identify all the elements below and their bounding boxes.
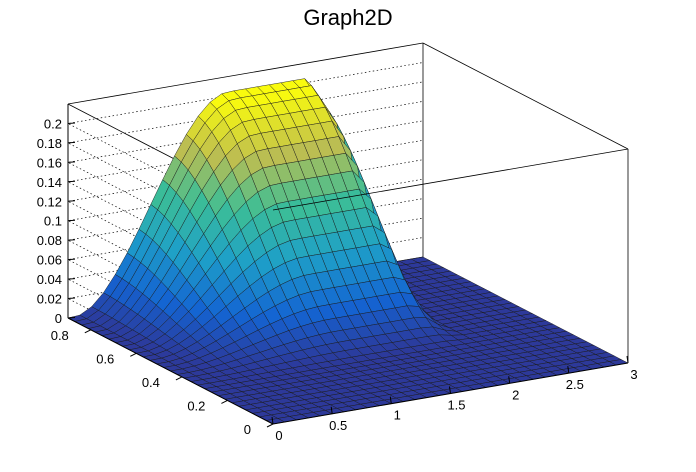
box-edge [272,148,629,211]
box-edge [422,42,629,150]
x-tick-label: 1.5 [447,398,465,413]
z-tick [67,297,76,299]
y-tick [84,329,92,334]
y-tick [175,376,183,381]
surface-plot [67,78,629,425]
z-tick-label: 0.18 [37,136,62,151]
x-tick [389,396,392,404]
z-tick [67,122,76,124]
x-axis: 0 0.5 1 1.5 2 2.5 3 [271,355,638,443]
y-axis-line [67,317,274,425]
y-tick-label: 0.6 [96,351,114,366]
x-tick-label: 0.5 [329,418,347,433]
y-tick-label: 0.2 [187,398,205,413]
y-tick [266,423,274,428]
x-tick [567,366,570,374]
x-tick-label: 0 [275,428,282,443]
z-tick [67,180,76,183]
box-edge [67,42,424,105]
z-tick [67,317,76,319]
y-tick-label: 0 [244,422,251,437]
z-tick-label: 0.16 [37,155,62,170]
x-tick-label: 2.5 [566,377,584,392]
z-tick [67,200,76,202]
z-tick [67,278,76,280]
z-tick [67,239,76,241]
x-tick-label: 2 [512,387,519,402]
x-tick [626,355,629,364]
z-tick-label: 0.1 [44,214,62,229]
z-tick [67,141,76,144]
z-tick-label: 0.06 [37,253,62,268]
z-tick-label: 0 [55,311,62,326]
y-axis: 0 0.2 0.4 0.6 0.8 [51,317,274,437]
z-tick [67,161,76,163]
z-tick-label: 0.2 [44,117,62,132]
x-tick [271,416,274,425]
z-tick [67,258,76,261]
y-tick [221,399,228,404]
z-tick-label: 0.02 [37,292,62,307]
z-tick-label: 0.08 [37,233,62,248]
y-tick [130,352,137,357]
z-axis: 0 0.02 0.04 0.06 0.08 0.1 0.12 0.14 0.16 0.18 0.2 [37,104,76,326]
x-tick-label: 1 [394,408,401,423]
y-tick-label: 0.4 [142,375,160,390]
x-tick [508,376,511,384]
y-tick-label: 0.8 [51,328,69,343]
x-tick-label: 3 [630,367,637,382]
z-tick-label: 0.14 [37,175,62,190]
x-tick [449,386,451,394]
z-tick-label: 0.12 [37,194,62,209]
chart-title: Graph2D [303,5,392,30]
x-tick [330,406,333,414]
z-tick [67,219,76,222]
axis-box-front [272,148,629,363]
z-tick-label: 0.04 [37,272,62,287]
